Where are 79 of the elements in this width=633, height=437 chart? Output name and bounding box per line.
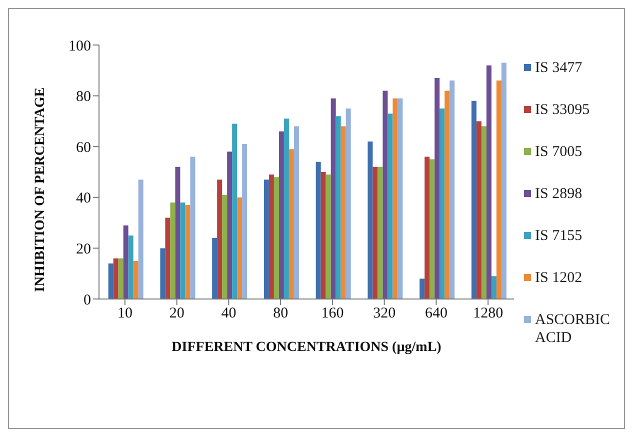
bar bbox=[288, 149, 294, 299]
y-tick-label: 20 bbox=[76, 242, 91, 258]
bar bbox=[444, 90, 450, 299]
bar bbox=[424, 156, 430, 299]
y-tick-label: 80 bbox=[76, 89, 91, 106]
bar bbox=[450, 80, 455, 299]
bar bbox=[222, 194, 228, 299]
x-tick-label: 1280 bbox=[473, 306, 504, 322]
legend-label: IS 33095 bbox=[535, 101, 590, 119]
x-tick-label: 640 bbox=[424, 306, 448, 322]
bar bbox=[476, 121, 482, 299]
bar bbox=[274, 177, 279, 299]
bar bbox=[430, 159, 435, 299]
y-axis-title: INHIBITION OF PERCENTAGE bbox=[32, 87, 48, 292]
bar bbox=[392, 98, 398, 299]
x-tick-label: 10 bbox=[117, 306, 132, 322]
bar bbox=[232, 124, 238, 299]
bar bbox=[108, 263, 114, 299]
legend-label: IS 2898 bbox=[535, 185, 582, 203]
bar bbox=[486, 65, 492, 299]
bar bbox=[133, 260, 138, 299]
bar bbox=[212, 238, 218, 299]
bar bbox=[165, 218, 170, 299]
bar bbox=[118, 258, 124, 299]
x-axis-title: DIFFERENT CONCENTRATIONS (µg/mL) bbox=[172, 340, 442, 355]
bar bbox=[326, 174, 331, 299]
bar bbox=[180, 202, 186, 299]
bar bbox=[128, 236, 134, 299]
bar bbox=[368, 142, 373, 299]
x-tick-label: 320 bbox=[373, 306, 396, 322]
bar bbox=[346, 108, 351, 299]
bar bbox=[138, 180, 144, 299]
legend-label: IS 7155 bbox=[535, 227, 582, 245]
bar bbox=[440, 108, 445, 299]
bar bbox=[382, 90, 388, 299]
bar bbox=[378, 166, 383, 299]
bar bbox=[501, 62, 506, 299]
bar bbox=[237, 197, 242, 299]
bar bbox=[316, 162, 321, 299]
bar bbox=[242, 144, 248, 299]
legend-label: IS 3477 bbox=[535, 59, 582, 77]
bar bbox=[278, 131, 284, 299]
bar bbox=[388, 114, 393, 299]
bar bbox=[336, 116, 341, 299]
bar bbox=[160, 248, 166, 299]
y-tick-label: 100 bbox=[68, 38, 91, 54]
bar bbox=[471, 100, 476, 299]
bar bbox=[175, 166, 180, 299]
x-tick-label: 40 bbox=[221, 306, 236, 322]
legend-label: ASCORBIC ACID bbox=[535, 311, 612, 347]
bar bbox=[420, 278, 425, 299]
bar bbox=[113, 258, 118, 299]
bar bbox=[268, 174, 274, 299]
bar bbox=[491, 276, 496, 299]
x-tick-label: 80 bbox=[273, 306, 288, 322]
y-tick-label: 40 bbox=[76, 190, 91, 207]
bar bbox=[496, 80, 502, 299]
y-tick-label: 0 bbox=[84, 292, 91, 308]
bar bbox=[123, 225, 128, 299]
x-tick-label: 160 bbox=[321, 306, 344, 322]
y-tick-label: 60 bbox=[76, 140, 91, 156]
bar bbox=[330, 98, 336, 299]
bar bbox=[227, 152, 232, 299]
legend-label: IS 7005 bbox=[535, 143, 582, 161]
x-tick-label: 20 bbox=[169, 306, 184, 322]
bar bbox=[481, 126, 486, 299]
bar bbox=[434, 78, 440, 299]
bar bbox=[217, 180, 222, 299]
bar bbox=[170, 202, 176, 299]
bar bbox=[190, 156, 196, 299]
bar bbox=[284, 118, 289, 299]
bar bbox=[340, 126, 346, 299]
bar bbox=[320, 172, 326, 299]
bar bbox=[294, 126, 299, 299]
bar bbox=[372, 166, 378, 299]
bar bbox=[264, 180, 269, 299]
bar bbox=[185, 205, 190, 299]
bar bbox=[398, 98, 403, 299]
legend-label: IS 1202 bbox=[535, 269, 582, 287]
